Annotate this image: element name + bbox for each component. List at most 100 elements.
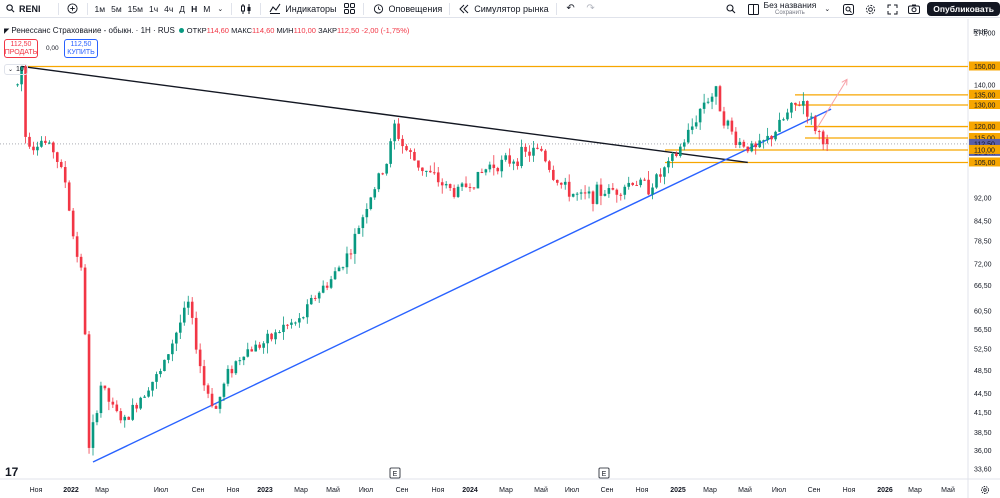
grid-icon [342,2,356,16]
chart-type-button[interactable] [236,0,256,18]
open-label: ОТКР [186,26,207,35]
candle-body [440,182,444,186]
time-axis-label: Сен [601,487,614,494]
event-marker-label: E [393,471,398,478]
interval-button[interactable]: М [203,3,211,14]
templates-button[interactable] [339,0,359,18]
candle-body [782,119,785,121]
ohlc-values: ОТКР114,60 МАКС114,60 МИН110,00 ЗАКР112,… [187,26,410,35]
level-label-bg [969,121,1000,131]
time-axis-label: Май [941,486,955,494]
candle-body [139,397,142,409]
search-icon[interactable] [724,2,738,16]
tradingview-logo[interactable]: 17 [5,465,19,479]
indicators-button[interactable]: Индикаторы [265,0,339,18]
axis-settings-gear-icon[interactable] [981,486,989,494]
candle-body [762,140,765,142]
compare-button[interactable] [63,0,83,18]
replay-button[interactable]: Симулятор рынка [454,0,551,18]
candle-body [159,371,162,375]
price-axis-label: 84,50 [974,218,992,225]
candle-body [432,172,436,174]
candle-body [417,160,420,168]
layout-name: Без названия Сохранить [764,1,817,17]
time-axis-label: Ноя [843,487,856,494]
candle-body [234,361,238,374]
interval-button[interactable]: Н [191,3,198,14]
layout-title: Без названия [763,0,817,10]
candle-body [754,143,758,148]
interval-button[interactable]: 4ч [164,3,174,14]
chart-legend: ◤ Ренессанс Страхование - обыкн. · 1Н · … [4,26,409,35]
sell-button[interactable]: 112,50 ПРОДАТЬ [4,39,38,58]
indicators-label: Индикаторы [285,3,337,14]
candle-body [357,228,361,234]
redo-button[interactable]: ↷ [581,0,601,18]
candle-body [631,182,634,185]
candle-body [16,84,19,86]
candle-body [817,131,821,133]
chart-area[interactable]: 170,00150,00140,00135,00130,00120,00115,… [0,19,1000,498]
symbol-search[interactable]: RENI [0,0,44,18]
time-axis-label: Сен [396,487,409,494]
alerts-label: Оповещения [388,3,443,14]
candle-body [512,161,515,164]
price-axis-label: 48,50 [974,368,992,375]
chevron-down-icon[interactable]: ⌄ [217,5,224,13]
candle-body [671,153,674,161]
spread-value: 0,00 [46,45,59,52]
earnings-event-marker[interactable]: E [389,467,401,479]
candle-body [214,406,218,409]
candle-body [337,267,341,272]
interval-button[interactable]: 1ч [148,3,159,14]
interval-button[interactable]: 1м [94,3,106,14]
camera-icon[interactable] [907,2,921,16]
candle-body [202,366,206,386]
quick-search-icon[interactable] [841,2,855,16]
candle-body [163,359,166,372]
toolbar-right: Без названия Сохранить ⌄ Опубликовать [724,0,1000,18]
candle-body [63,167,67,183]
candle-body [786,112,789,120]
currency-label[interactable]: RUB [973,29,988,36]
candle-body [321,285,325,293]
gear-icon[interactable] [863,2,877,16]
candle-body [238,360,242,362]
interval-button[interactable]: 5м [111,3,122,14]
interval-button[interactable]: 15м [127,3,143,14]
current-price-bg [969,138,1000,148]
candle-body [540,148,543,151]
candle-body [421,167,424,172]
chart-canvas[interactable]: 170,00150,00140,00135,00130,00120,00115,… [0,19,1000,498]
publish-button[interactable]: Опубликовать [927,2,1000,16]
candle-body [607,188,611,194]
fullscreen-icon[interactable] [885,2,899,16]
layout-menu[interactable]: Без названия Сохранить ⌄ [744,0,838,18]
candle-body [599,184,603,196]
time-axis-label: Мар [294,487,308,494]
time-axis-label: 2024 [462,487,478,494]
alerts-button[interactable]: Оповещения [368,0,445,18]
candle-body [500,159,504,172]
candle-body [345,253,349,268]
indicators-toggle[interactable]: ⌄ 10 [4,64,28,75]
symbol-name: RENI [19,3,41,14]
buy-button[interactable]: 112,50 КУПИТЬ [64,39,98,58]
candle-body [309,297,313,305]
candle-body [813,116,817,132]
candle-body [790,102,793,113]
price-axis-label: 56,50 [974,327,992,334]
candle-body [555,179,559,183]
alarm-clock-icon [371,2,385,16]
candle-body [353,233,357,254]
interval-button[interactable]: Д [179,3,186,14]
rewind-icon [457,2,471,16]
undo-button[interactable]: ↶ [561,0,581,18]
candle-body [524,146,527,152]
candle-body [504,155,508,160]
candle-body [103,385,107,389]
price-axis-label: 150,00 [974,64,996,71]
price-axis-label: 66,50 [974,283,992,290]
redo-icon: ↷ [586,3,595,14]
earnings-event-marker[interactable]: E [598,467,610,479]
